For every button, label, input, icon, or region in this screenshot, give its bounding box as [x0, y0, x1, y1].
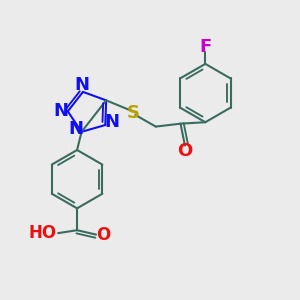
Text: N: N: [104, 113, 119, 131]
Text: O: O: [96, 226, 110, 244]
Text: N: N: [69, 121, 84, 139]
Text: S: S: [127, 104, 140, 122]
Text: F: F: [199, 38, 212, 56]
Text: N: N: [54, 102, 69, 120]
Text: N: N: [74, 76, 89, 94]
Text: HO: HO: [28, 224, 57, 242]
Text: O: O: [177, 142, 193, 160]
